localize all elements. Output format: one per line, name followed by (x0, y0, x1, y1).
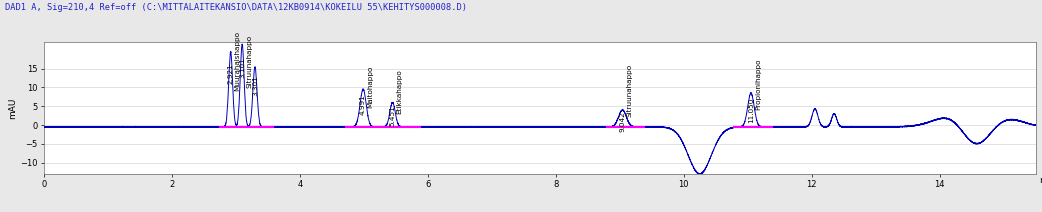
Text: 2.921: 2.921 (227, 63, 233, 84)
Text: 3.101: 3.101 (240, 57, 245, 78)
Text: m: m (1039, 176, 1042, 185)
Y-axis label: mAU: mAU (8, 98, 18, 119)
Text: Muurahaishappo: Muurahaishappo (234, 31, 241, 91)
Text: Propionihappo: Propionihappo (754, 58, 761, 110)
Text: Sitruunahappo: Sitruunahappo (246, 35, 252, 88)
Text: 4.991: 4.991 (361, 94, 366, 115)
Text: Sitruunahappo: Sitruunahappo (626, 64, 632, 117)
Text: 9.042: 9.042 (619, 111, 625, 132)
Text: 11.050: 11.050 (748, 97, 754, 123)
Text: Maitohappo: Maitohappo (367, 66, 373, 108)
Text: DAD1 A, Sig=210,4 Ref=off (C:\MITTALAITEKANSIO\DATA\12KB0914\KOKEILU 55\KEHITYS0: DAD1 A, Sig=210,4 Ref=off (C:\MITTALAITE… (5, 3, 467, 12)
Text: 5.451: 5.451 (390, 105, 396, 126)
Text: Etikkahappo: Etikkahappo (396, 69, 402, 114)
Text: 3.301: 3.301 (252, 76, 258, 96)
